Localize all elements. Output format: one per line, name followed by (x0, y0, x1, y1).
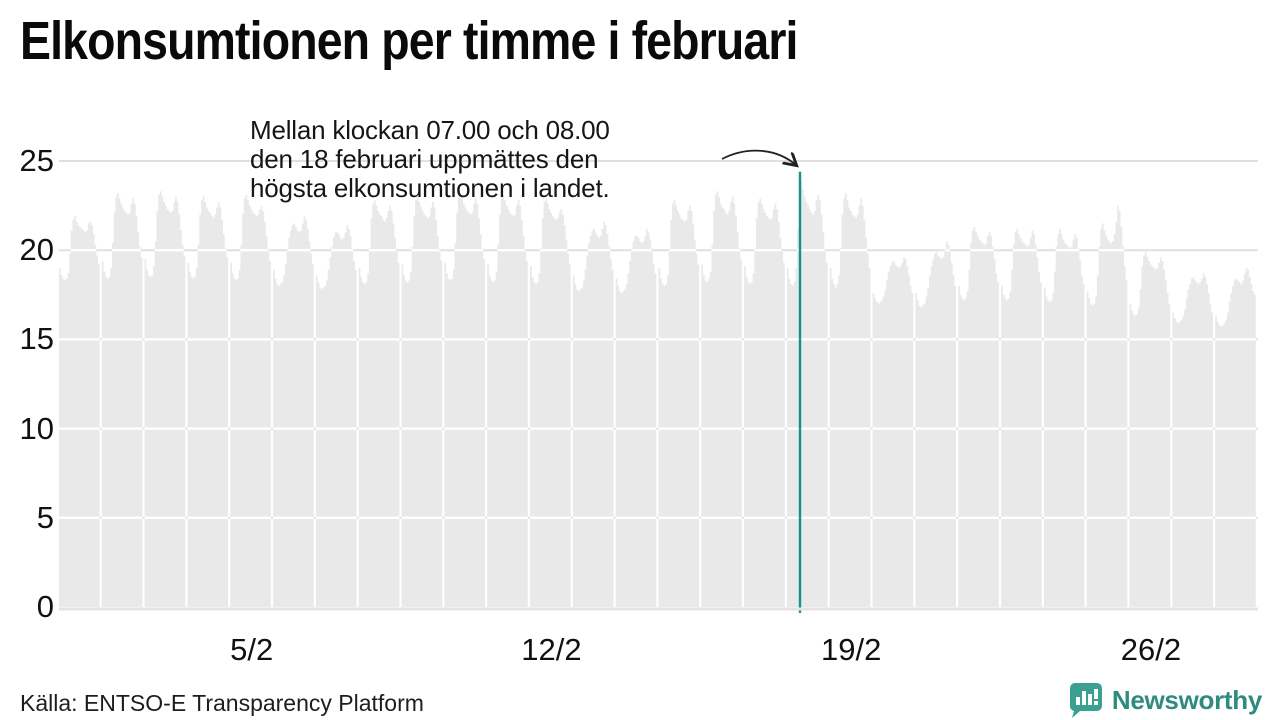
newsworthy-logo: Newsworthy (1069, 682, 1262, 718)
day-block (230, 194, 271, 607)
day-block (915, 241, 956, 608)
annotation-text: Mellan klockan 07.00 och 08.00 den 18 fe… (250, 116, 610, 203)
day-block (1086, 205, 1128, 607)
y-axis-label: 5 (36, 499, 54, 535)
day-block (1215, 268, 1256, 607)
day-block (615, 228, 657, 608)
x-axis-label: 26/2 (1120, 632, 1182, 667)
chart-title: Elkonsumtionen per timme i februari (20, 11, 798, 71)
day-block (144, 191, 186, 608)
day-block (1043, 228, 1085, 608)
annotation-line: högsta elkonsumtionen i landet. (250, 173, 610, 203)
day-block (658, 200, 700, 607)
day-block (358, 200, 400, 607)
day-block (101, 193, 143, 607)
y-axis-label: 20 (19, 232, 54, 268)
day-block (273, 216, 314, 608)
y-axis-label: 25 (19, 143, 54, 178)
day-block (1001, 228, 1042, 608)
source-credit: Källa: ENTSO-E Transparency Platform (20, 690, 424, 716)
day-block (315, 225, 357, 607)
day-block (872, 257, 914, 607)
day-block (829, 193, 871, 607)
day-block (401, 196, 443, 607)
peak-hour-bar (798, 171, 802, 613)
hourly-consumption-bars (59, 171, 1256, 608)
day-block (744, 198, 785, 607)
y-axis-label: 15 (19, 321, 54, 357)
day-block (1172, 273, 1213, 607)
day-block (187, 196, 229, 607)
annotation-arrow (721, 149, 796, 165)
highlight-bar-peak-hour (798, 171, 802, 613)
newsworthy-logo-text: Newsworthy (1111, 684, 1262, 715)
day-block (701, 191, 742, 608)
newsworthy-speech-bubble-chart-icon (1069, 683, 1102, 718)
day-block (487, 194, 528, 607)
day-block (787, 171, 828, 607)
x-axis-label: 5/2 (230, 632, 274, 667)
day-block (444, 193, 485, 607)
annotation-line: den 18 februari uppmättes den (250, 144, 599, 174)
y-axis-label: 0 (36, 589, 54, 624)
day-block (958, 227, 999, 607)
day-block (59, 216, 100, 608)
annotation-line: Mellan klockan 07.00 och 08.00 (250, 115, 610, 145)
x-axis-label: 12/2 (521, 632, 582, 667)
y-axis-label: 10 (19, 410, 54, 446)
day-block (530, 198, 571, 607)
day-block (572, 221, 614, 607)
x-axis-label: 19/2 (821, 632, 882, 667)
